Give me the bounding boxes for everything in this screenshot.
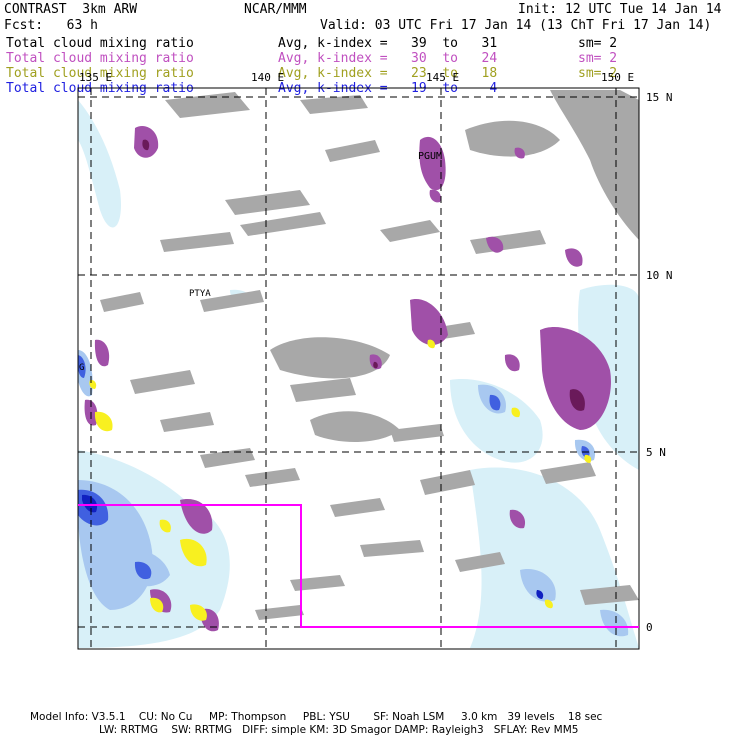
init-time: Init: 12 UTC Tue 14 Jan 14 (518, 2, 722, 17)
legend-field-3: Total cloud mixing ratio (6, 66, 194, 81)
legend-field-1: Total cloud mixing ratio (6, 36, 194, 51)
grey-cloud-layer (100, 90, 639, 620)
legend-index-2: Avg, k-index = 30 to 24 (278, 51, 498, 66)
lat-label-5n: 5 N (646, 446, 666, 459)
lon-label-140: 140 E (251, 71, 285, 84)
legend-index-3: Avg, k-index = 23 to 18 (278, 66, 498, 81)
map-frame (77, 87, 640, 650)
legend-index-1: Avg, k-index = 39 to 31 (278, 36, 498, 51)
model-name: CONTRAST 3km ARW (4, 2, 138, 17)
legend-sm-1: sm= 2 (578, 36, 618, 51)
footer-model-info-1: Model Info: V3.5.1 CU: No Cu MP: Thompso… (30, 711, 603, 723)
dark-purple-cores (142, 139, 585, 411)
yellow-cloud-layer (89, 339, 592, 621)
blue-cloud-layer (78, 319, 629, 637)
lon-label-150: 150 E (601, 71, 635, 84)
station-label-ptya: PTYA (189, 289, 211, 299)
lat-label-0: 0 (646, 621, 653, 634)
station-label-g: G (79, 363, 85, 373)
legend-sm-2: sm= 2 (578, 51, 618, 66)
valid-time: Valid: 03 UTC Fri 17 Jan 14 (13 ChT Fri … (320, 18, 712, 33)
lon-label-135: 135 E (79, 71, 113, 84)
footer-model-info-2: LW: RRTMG SW: RRTMG DIFF: simple KM: 3D … (99, 724, 579, 736)
legend-field-2: Total cloud mixing ratio (6, 51, 194, 66)
lat-label-15n: 15 N (646, 91, 673, 104)
nested-domain-box (78, 504, 639, 628)
lat-label-10n: 10 N (646, 269, 673, 282)
organization: NCAR/MMM (244, 2, 307, 17)
lon-label-145: 145 E (426, 71, 460, 84)
station-label-pgum: PGUM (418, 151, 443, 162)
legend-sm-3: sm= 2 (578, 66, 618, 81)
forecast-hour: Fcst: 63 h (4, 18, 98, 33)
purple-cloud-layer (84, 126, 611, 632)
